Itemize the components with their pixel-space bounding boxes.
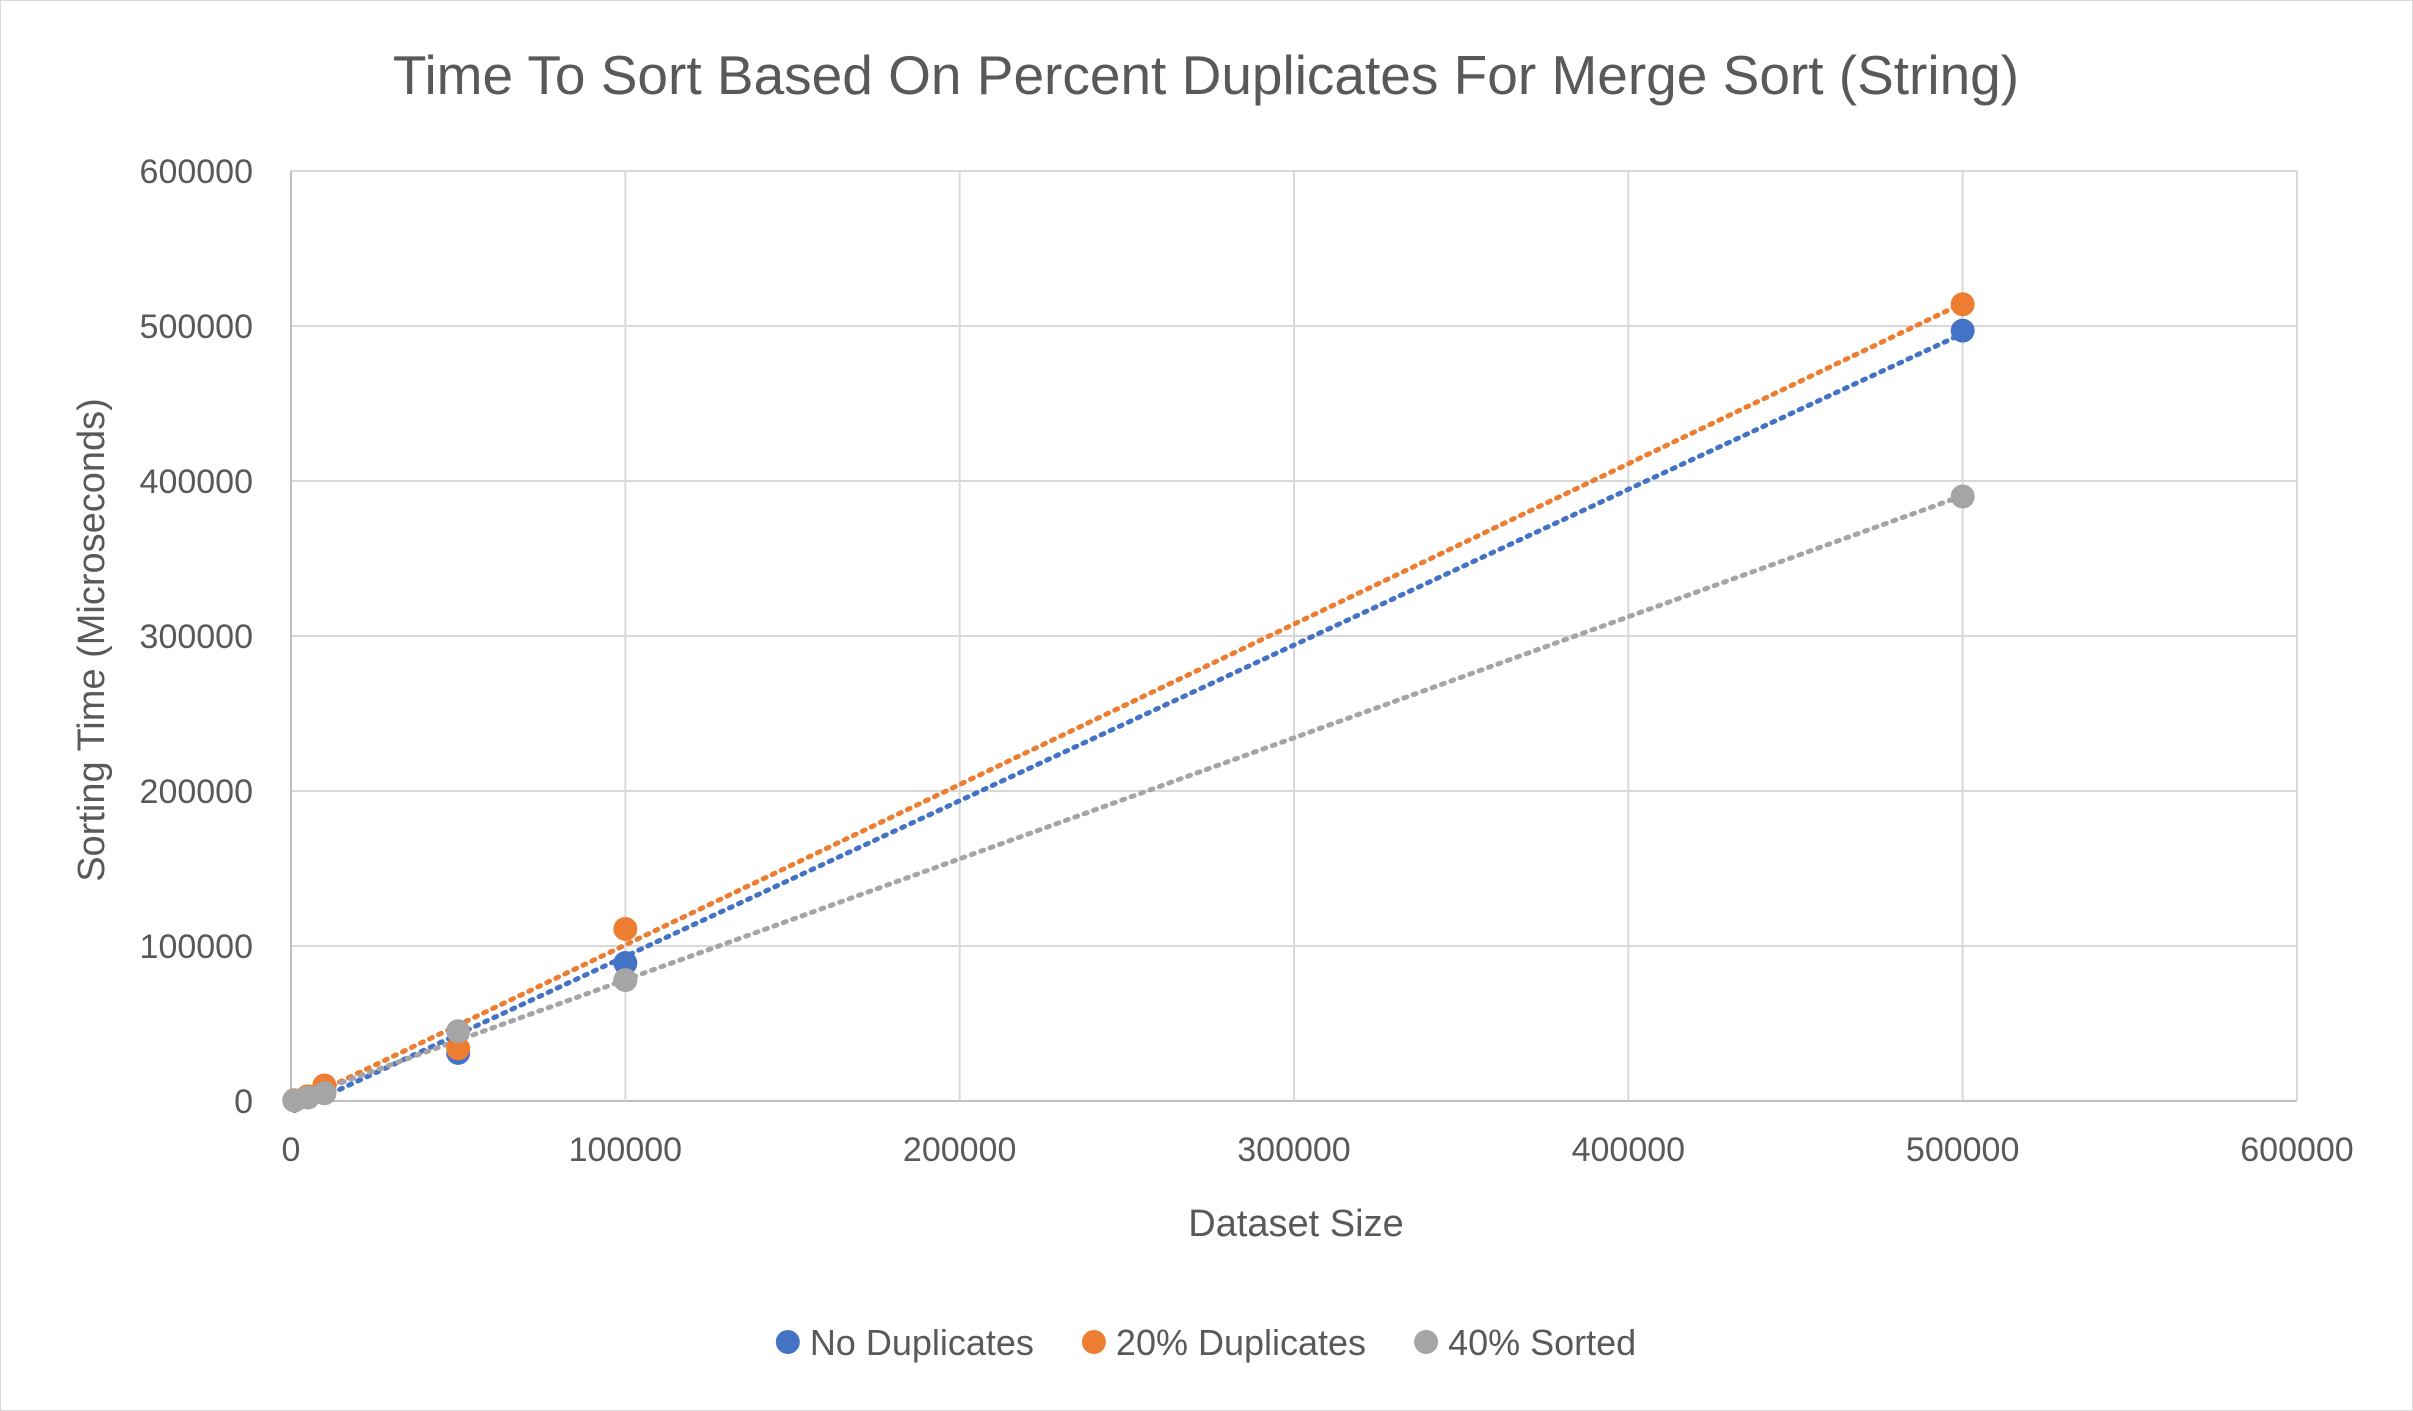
chart-title: Time To Sort Based On Percent Duplicates… bbox=[393, 44, 2019, 106]
x-axis-ticks: 0 100000 200000 300000 400000 500000 600000 bbox=[282, 1131, 2354, 1169]
point-40-sorted bbox=[613, 968, 638, 993]
y-tick-label: 300000 bbox=[140, 618, 253, 656]
legend-label: No Duplicates bbox=[810, 1322, 1034, 1363]
y-tick-label: 500000 bbox=[140, 308, 253, 346]
x-tick-label: 600000 bbox=[2240, 1131, 2353, 1169]
legend-marker bbox=[1081, 1330, 1106, 1354]
point-40-sorted bbox=[1950, 484, 1975, 509]
point-20-duplicates bbox=[613, 916, 638, 941]
x-tick-label: 200000 bbox=[903, 1131, 1016, 1169]
trendline-40-sorted bbox=[291, 493, 1966, 1103]
legend-label: 20% Duplicates bbox=[1116, 1322, 1366, 1363]
y-tick-label: 600000 bbox=[140, 153, 253, 191]
legend-item: 40% Sorted bbox=[1414, 1322, 1636, 1363]
trendline-20-duplicates bbox=[291, 300, 1966, 1107]
point-20-duplicates bbox=[1950, 292, 1975, 317]
x-tick-label: 300000 bbox=[1237, 1131, 1350, 1169]
point-20-duplicates bbox=[446, 1036, 471, 1061]
y-tick-label: 100000 bbox=[140, 928, 253, 966]
legend-marker bbox=[775, 1330, 800, 1354]
trendlines bbox=[291, 300, 1966, 1114]
x-tick-label: 400000 bbox=[1572, 1131, 1685, 1169]
y-axis-ticks: 0 100000 200000 300000 400000 500000 600000 bbox=[140, 153, 253, 1121]
trendline-no-duplicates bbox=[291, 331, 1966, 1114]
point-no-duplicates bbox=[1950, 318, 1975, 343]
x-axis-title: Dataset Size bbox=[1188, 1203, 1403, 1245]
x-tick-label: 500000 bbox=[1906, 1131, 2019, 1169]
x-tick-label: 0 bbox=[282, 1131, 301, 1169]
y-tick-label: 0 bbox=[234, 1083, 253, 1121]
y-tick-label: 400000 bbox=[140, 463, 253, 501]
point-40-sorted bbox=[446, 1019, 471, 1044]
point-no-duplicates bbox=[613, 951, 638, 976]
legend-item: 20% Duplicates bbox=[1081, 1322, 1366, 1363]
legend-item: No Duplicates bbox=[775, 1322, 1034, 1363]
data-points bbox=[282, 292, 1975, 1113]
legend-marker bbox=[1414, 1330, 1439, 1354]
legend: No Duplicates 20% Duplicates 40% Sorted bbox=[775, 1322, 1636, 1363]
point-40-sorted bbox=[312, 1081, 337, 1106]
y-axis-title: Sorting Time (Microseconds) bbox=[71, 398, 113, 882]
legend-label: 40% Sorted bbox=[1448, 1322, 1636, 1363]
y-tick-label: 200000 bbox=[140, 773, 253, 811]
x-tick-label: 100000 bbox=[569, 1131, 682, 1169]
